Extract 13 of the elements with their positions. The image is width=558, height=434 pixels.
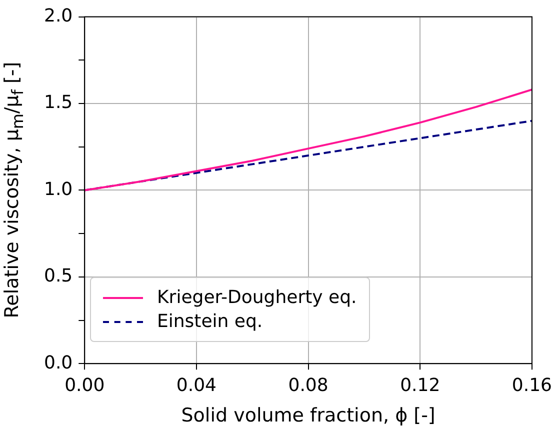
- y-tick-label: 2.0: [44, 5, 73, 26]
- y-tick-label: 0.5: [44, 266, 73, 287]
- x-tick-label: 0.08: [288, 375, 328, 396]
- legend-label: Krieger-Dougherty eq.: [157, 287, 357, 308]
- x-axis-title: Solid volume fraction, ϕ [-]: [181, 404, 436, 427]
- y-tick-label: 1.0: [44, 178, 73, 200]
- x-tick-label: 0.16: [512, 375, 552, 396]
- y-tick-label: 1.5: [44, 92, 73, 114]
- x-tick-label: 0.04: [176, 375, 216, 396]
- y-tick-label: 0.0: [44, 352, 73, 374]
- x-tick-label: 0.00: [64, 375, 105, 396]
- legend-label: Einstein eq.: [157, 311, 263, 332]
- x-tick-label: 0.12: [400, 375, 440, 396]
